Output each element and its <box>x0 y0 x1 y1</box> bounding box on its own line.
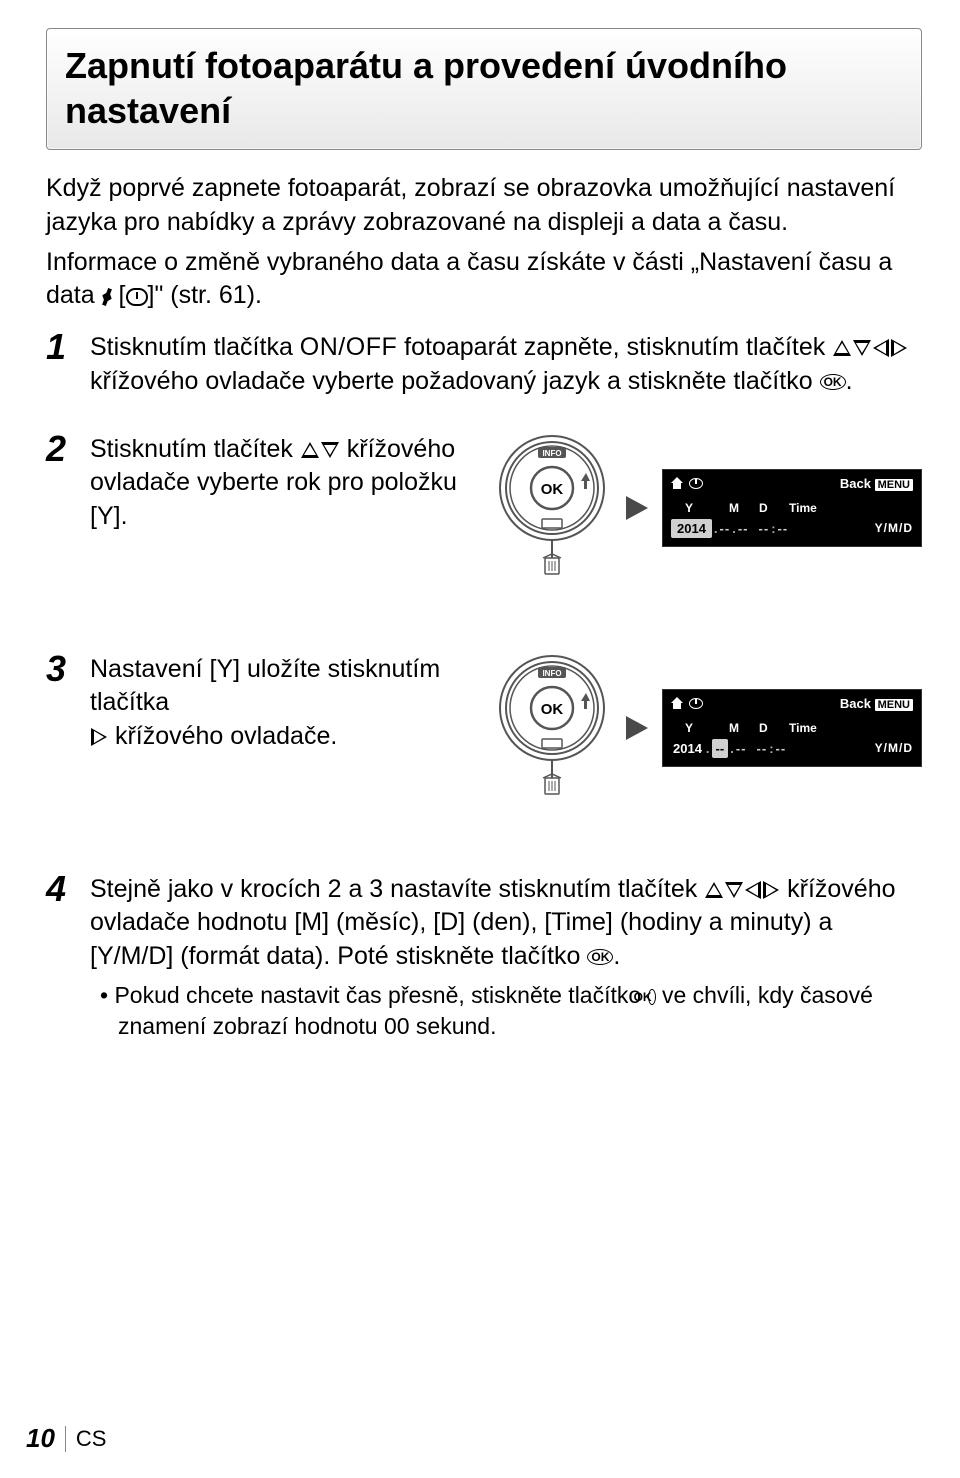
language-code: CS <box>76 1426 107 1452</box>
down-arrow-icon <box>725 882 743 898</box>
page-number: 10 <box>26 1423 55 1454</box>
step-number: 4 <box>46 871 78 907</box>
ok-button-icon: OK <box>820 374 846 390</box>
clock-icon <box>126 288 148 306</box>
year-value: 2014 <box>671 519 712 538</box>
step-3: 3 Nastavení [Y] uložíte stisknutím tlačí… <box>46 653 922 803</box>
clock-icon <box>689 698 703 709</box>
manual-page: Zapnutí fotoaparátu a provedení úvodního… <box>0 0 960 1042</box>
onoff-label: ON/OFF <box>300 333 397 361</box>
arrow-right-icon <box>626 716 648 740</box>
ok-button-icon: OK <box>587 949 613 965</box>
step-body: Stisknutím tlačítka ON/OFF fotoaparát za… <box>90 331 922 399</box>
svg-text:OK: OK <box>541 701 564 718</box>
arrow-right-icon <box>626 496 648 520</box>
step-number: 2 <box>46 431 78 467</box>
format-label: Y/M/D <box>875 521 913 535</box>
left-arrow-icon <box>745 881 761 899</box>
lcd-values: 2014 .-- .-- --:-- Y/M/D <box>671 739 913 758</box>
up-arrow-icon <box>705 882 723 898</box>
down-arrow-icon <box>853 340 871 356</box>
control-dial-icon: OK INFO <box>492 653 612 803</box>
right-arrow-icon <box>91 728 107 746</box>
home-icon <box>671 697 683 709</box>
intro-paragraph-2: Informace o změně vybraného data a času … <box>46 246 922 314</box>
illustration: OK INFO <box>492 433 922 583</box>
footer-divider <box>65 1426 66 1452</box>
right-arrow-icon <box>763 881 779 899</box>
intro-text: [ <box>112 281 126 309</box>
down-arrow-icon <box>321 442 339 458</box>
step-body: Stisknutím tlačítek křížového ovladače v… <box>90 433 922 583</box>
step-text: Stisknutím tlačítek křížového ovladače v… <box>90 433 474 534</box>
home-icon <box>671 477 683 489</box>
step-number: 1 <box>46 329 78 365</box>
step-body: Stejně jako v krocích 2 a 3 nastavíte st… <box>90 873 922 974</box>
menu-badge: MENU <box>875 699 913 711</box>
up-arrow-icon <box>833 340 851 356</box>
svg-text:INFO: INFO <box>542 669 561 678</box>
back-label: Back <box>840 696 871 711</box>
menu-badge: MENU <box>875 479 913 491</box>
page-footer: 10 CS <box>26 1423 106 1454</box>
step-number: 3 <box>46 651 78 687</box>
ok-button-icon: OK <box>648 989 656 1005</box>
svg-text:OK: OK <box>541 481 564 498</box>
step-2: 2 Stisknutím tlačítek křížového ovladače… <box>46 433 922 583</box>
step-4-note: Pokud chcete nastavit čas přesně, stiskn… <box>46 980 922 1042</box>
step-body: Nastavení [Y] uložíte stisknutím tlačítk… <box>90 653 922 803</box>
up-arrow-icon <box>301 442 319 458</box>
lcd-top-bar: Back MENU <box>671 476 913 491</box>
section-title: Zapnutí fotoaparátu a provedení úvodního… <box>65 43 903 133</box>
right-arrow-icon <box>891 339 907 357</box>
intro-paragraph-1: Když poprvé zapnete fotoaparát, zobrazí … <box>46 172 922 240</box>
lcd-screen: Back MENU Y M D Time 2014 .-- .-- <box>662 469 922 547</box>
format-label: Y/M/D <box>875 741 913 755</box>
lcd-headers: Y M D Time <box>671 721 913 735</box>
lcd-screen: Back MENU Y M D Time 2014 .-- .-- <box>662 689 922 767</box>
lcd-headers: Y M D Time <box>671 501 913 515</box>
lcd-top-bar: Back MENU <box>671 696 913 711</box>
section-title-box: Zapnutí fotoaparátu a provedení úvodního… <box>46 28 922 150</box>
svg-text:INFO: INFO <box>542 449 561 458</box>
step-4: 4 Stejně jako v krocích 2 a 3 nastavíte … <box>46 873 922 974</box>
step-1: 1 Stisknutím tlačítka ON/OFF fotoaparát … <box>46 331 922 399</box>
year-value: 2014 <box>671 739 704 758</box>
step-text: Nastavení [Y] uložíte stisknutím tlačítk… <box>90 653 474 754</box>
left-arrow-icon <box>873 339 889 357</box>
clock-icon <box>689 478 703 489</box>
intro-text: ]" (str. 61). <box>148 281 262 309</box>
lcd-values: 2014 .-- .-- --:-- Y/M/D <box>671 519 913 538</box>
back-label: Back <box>840 476 871 491</box>
control-dial-icon: OK INFO <box>492 433 612 583</box>
illustration: OK INFO <box>492 653 922 803</box>
